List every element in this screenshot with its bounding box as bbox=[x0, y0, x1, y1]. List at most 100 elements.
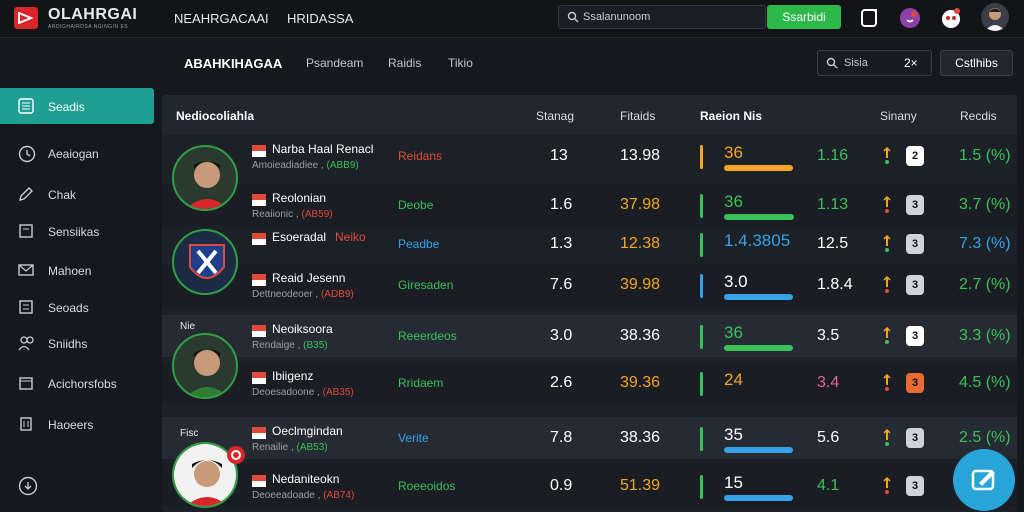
stat-sinany: 4.1 bbox=[817, 477, 840, 494]
player-team: Renailie , (AB53) bbox=[252, 442, 328, 453]
sidebar-item-sensiikas[interactable]: Sensiikas bbox=[18, 222, 148, 242]
player-name[interactable]: Oeclmgindan bbox=[272, 424, 343, 438]
rank-chip[interactable]: 3 bbox=[906, 234, 924, 254]
rank-chip[interactable]: 3 bbox=[906, 476, 924, 496]
sidebar-item-seoads[interactable]: Seoads bbox=[18, 298, 148, 318]
stat-fitaids: 38.36 bbox=[620, 327, 661, 344]
group-label: Fisc bbox=[180, 428, 199, 439]
metric-value: 24 bbox=[724, 370, 743, 389]
indicator-bar bbox=[700, 475, 703, 499]
group-label: Nie bbox=[180, 321, 196, 332]
player-name[interactable]: Neoiksoora bbox=[272, 322, 333, 336]
stat-recdis: 2.7 (%) bbox=[959, 276, 1011, 293]
stat-sinany: 5.6 bbox=[817, 429, 840, 446]
table-row[interactable]: Reaid Jesenn Dettneodeoer , (ADB9) Giresad… bbox=[162, 264, 1017, 306]
table-row[interactable]: Esoeradal Neiko Peadbe 1.3 12.38 1.4.3805 12.… bbox=[162, 223, 1017, 265]
users-icon bbox=[18, 336, 34, 351]
notification-icon[interactable] bbox=[899, 7, 921, 29]
sidebar-item-haoeers[interactable]: Haoeers bbox=[18, 415, 148, 435]
list-icon bbox=[18, 98, 34, 114]
sidebar-item-label: Haoeers bbox=[48, 418, 94, 432]
rank-chip[interactable]: 3 bbox=[906, 275, 924, 295]
rank-chip[interactable]: 3 bbox=[906, 326, 924, 346]
column-header[interactable]: Raeion Nis bbox=[700, 109, 763, 123]
stat-stanag: 13 bbox=[550, 147, 568, 164]
sidebar-item-label: Seoads bbox=[48, 301, 89, 315]
building-icon bbox=[20, 417, 32, 431]
rank-chip[interactable]: 3 bbox=[906, 373, 924, 393]
top-nav-item-1[interactable]: NEAHRGACAAI bbox=[174, 11, 269, 26]
pencil-icon bbox=[19, 187, 33, 201]
player-team: Rendaige , (B35) bbox=[252, 340, 328, 351]
sidebar-item-aeaiogan[interactable]: Aeaiogan bbox=[18, 144, 148, 164]
tab-abahkihagaa[interactable]: ABAHKIHAGAA bbox=[184, 56, 283, 71]
metric-progress-bar bbox=[724, 214, 795, 220]
sidebar-item-chak[interactable]: Chak bbox=[18, 185, 148, 205]
stats-table: Nediocoliahla Stanag Fitaids Raeion Nis … bbox=[162, 95, 1017, 512]
table-row[interactable]: Narba Haal Renacl Amoieadiadiee , (ABB9) R… bbox=[162, 135, 1017, 177]
column-header[interactable]: Stanag bbox=[536, 109, 575, 123]
search-button[interactable]: Ssarbidi bbox=[767, 5, 841, 29]
sidebar-item-sniidhs[interactable]: Sniidhs bbox=[18, 334, 148, 354]
metric-value: 3.0 bbox=[724, 272, 748, 291]
list-icon bbox=[19, 300, 33, 314]
top-nav-item-2[interactable]: HRIDASSA bbox=[287, 11, 354, 26]
edit-icon bbox=[971, 469, 995, 491]
trend-arrow-icon bbox=[883, 374, 891, 391]
main-content: ABAHKIHAGAA Psandeam Raidis Tikio Sisia … bbox=[162, 38, 1024, 512]
stat-fitaids: 37.98 bbox=[620, 196, 661, 213]
rank-chip[interactable]: 2 bbox=[906, 146, 924, 166]
alerts-icon[interactable] bbox=[940, 7, 962, 29]
sidebar-item-seadis[interactable]: Seadis bbox=[18, 97, 148, 117]
user-avatar[interactable] bbox=[981, 3, 1009, 31]
column-header[interactable]: Sinany bbox=[880, 109, 917, 123]
tab-raidis[interactable]: Raidis bbox=[388, 56, 422, 70]
player-name[interactable]: Narba Haal Renacl bbox=[272, 142, 374, 156]
brand-tagline: ARDIGHAIRDSA NGINGIN ES bbox=[48, 24, 129, 30]
indicator-bar bbox=[700, 274, 703, 298]
stat-sinany: 12.5 bbox=[817, 235, 849, 252]
stat-stanag: 1.6 bbox=[550, 196, 573, 213]
tab-psandeam[interactable]: Psandeam bbox=[306, 56, 364, 70]
stat-recdis: 3.3 (%) bbox=[959, 327, 1011, 344]
brand-logo[interactable] bbox=[14, 7, 38, 29]
stat-fitaids: 39.36 bbox=[620, 374, 661, 391]
stat-fitaids: 38.36 bbox=[620, 429, 661, 446]
stat-stanag: 7.6 bbox=[550, 276, 573, 293]
search-box[interactable]: Ssalanunoom bbox=[558, 5, 766, 29]
table-row[interactable]: Ibiigenz Deoesadoone , (AB35) Rridaem 2.6 39… bbox=[162, 362, 1017, 404]
table-row[interactable]: Reolonian Reaiionic , (AB59) Deobe 1.6 37.98… bbox=[162, 184, 1017, 226]
column-header[interactable]: Fitaids bbox=[620, 109, 656, 123]
player-name[interactable]: Reolonian bbox=[272, 191, 327, 205]
mail-icon bbox=[18, 264, 34, 276]
rank-chip[interactable]: 3 bbox=[906, 428, 924, 448]
table-row[interactable]: Oeclmgindan Renailie , (AB53) Verite 7.8 38.… bbox=[162, 417, 1017, 459]
search-input[interactable]: Ssalanunoom bbox=[583, 11, 651, 23]
top-bar: OLAHRGAI ARDIGHAIRDSA NGINGIN ES NEAHRGA… bbox=[0, 0, 1024, 38]
stat-stanag: 1.3 bbox=[550, 235, 573, 252]
player-name[interactable]: Esoeradal bbox=[272, 230, 327, 244]
player-name[interactable]: Ibiigenz bbox=[272, 369, 314, 383]
sidebar-item-acichorsfobs[interactable]: Acichorsfobs bbox=[18, 374, 148, 394]
indicator-bar bbox=[700, 194, 703, 218]
settings-icon[interactable] bbox=[18, 476, 38, 496]
sidebar-item-label: Acichorsfobs bbox=[48, 377, 117, 391]
player-status: Giresaden bbox=[398, 278, 454, 292]
player-name[interactable]: Nedaniteokn bbox=[272, 472, 340, 486]
bookmark-icon[interactable] bbox=[858, 7, 880, 29]
metric-progress-bar bbox=[724, 495, 793, 501]
shield-icon bbox=[189, 244, 225, 279]
table-row[interactable]: Nedaniteokn Deoeeadoade , (AB74) Roeeoidos… bbox=[162, 465, 1017, 507]
tab-tikio[interactable]: Tikio bbox=[448, 56, 473, 70]
compose-button[interactable] bbox=[953, 449, 1015, 511]
rank-chip[interactable]: 3 bbox=[906, 195, 924, 215]
trend-arrow-icon bbox=[883, 235, 891, 252]
zoom-control[interactable]: Sisia 2× bbox=[817, 50, 932, 76]
team-flag-icon bbox=[252, 233, 266, 245]
metric-value: 36 bbox=[724, 192, 743, 211]
column-header[interactable]: Recdis bbox=[960, 109, 997, 123]
player-name[interactable]: Reaid Jesenn bbox=[272, 271, 346, 285]
sidebar-item-mahoen[interactable]: Mahoen bbox=[18, 261, 148, 281]
action-button[interactable]: Cstlhibs bbox=[940, 50, 1013, 76]
table-row[interactable]: Neoiksoora Rendaige , (B35) Reeerdeos 3.0 38… bbox=[162, 315, 1017, 357]
